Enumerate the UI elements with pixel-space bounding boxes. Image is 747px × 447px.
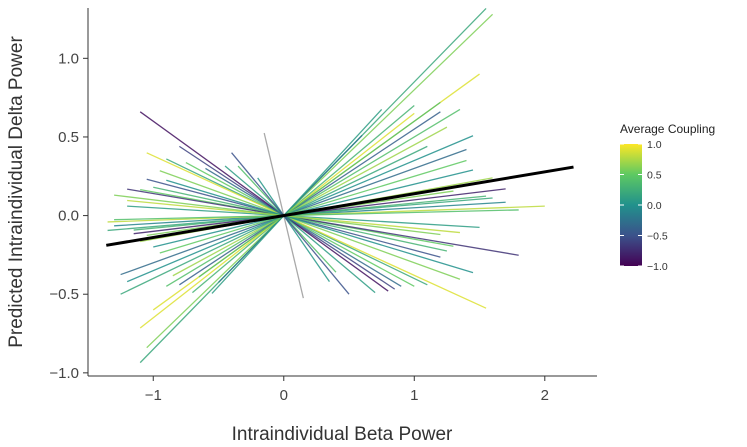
y-tick-label: 0.0 [58, 208, 79, 225]
series-lines [107, 7, 545, 364]
x-ticks: −1 0 1 2 [145, 376, 549, 404]
series-line [159, 159, 467, 254]
overall-fit-line [106, 165, 574, 247]
legend-tick-label: 0.0 [647, 200, 662, 212]
series-line [211, 108, 383, 294]
series-line [114, 209, 519, 221]
series-line [178, 111, 441, 286]
x-tick-label: 1 [410, 387, 418, 404]
y-tick-label: −0.5 [49, 286, 79, 303]
y-tick-label: −1.0 [49, 365, 79, 382]
series-line [146, 152, 487, 309]
series-line [127, 188, 519, 256]
series-line [127, 205, 480, 229]
series-line [166, 179, 474, 274]
legend-tick-label: −0.5 [647, 231, 668, 243]
legend-tick-label: 0.5 [647, 170, 662, 182]
series-line [224, 165, 376, 294]
y-tick-label: 0.5 [58, 129, 79, 146]
y-tick-label: 1.0 [58, 50, 79, 67]
series-line [146, 13, 494, 349]
legend-ticks: 1.0 0.5 0.0 −0.5 −1.0 [620, 139, 668, 273]
y-ticks: −1.0 −0.5 0.0 0.5 1.0 [49, 50, 88, 382]
series-line [133, 188, 506, 235]
series-line [257, 177, 330, 283]
legend-colorbar [620, 144, 642, 266]
y-axis-title: Predicted Intraindividual Delta Power [6, 36, 27, 348]
series-line [185, 161, 415, 287]
series-line [153, 169, 474, 248]
x-tick-label: 2 [541, 387, 549, 404]
series-line [172, 126, 448, 277]
series-line [198, 101, 441, 278]
x-axis-title: Intraindividual Beta Power [232, 424, 453, 445]
series-line [126, 135, 474, 283]
legend-title: Average Coupling [620, 122, 715, 136]
legend-tick-label: 1.0 [647, 139, 662, 151]
overall-fit [106, 165, 574, 247]
series-line [114, 194, 441, 236]
series-line [205, 167, 402, 287]
legend-tick-label: −1.0 [647, 261, 668, 273]
x-tick-label: −1 [145, 387, 162, 404]
series-line [191, 105, 415, 294]
color-legend: Average Coupling 1.0 0.5 0.0 −0.5 −1.0 [620, 122, 715, 273]
series-line [139, 111, 389, 292]
series-line [120, 145, 428, 295]
series-line [153, 186, 448, 252]
x-tick-label: 0 [280, 387, 288, 404]
series-line [165, 108, 461, 287]
series-line [231, 152, 350, 295]
series-line [159, 170, 461, 280]
